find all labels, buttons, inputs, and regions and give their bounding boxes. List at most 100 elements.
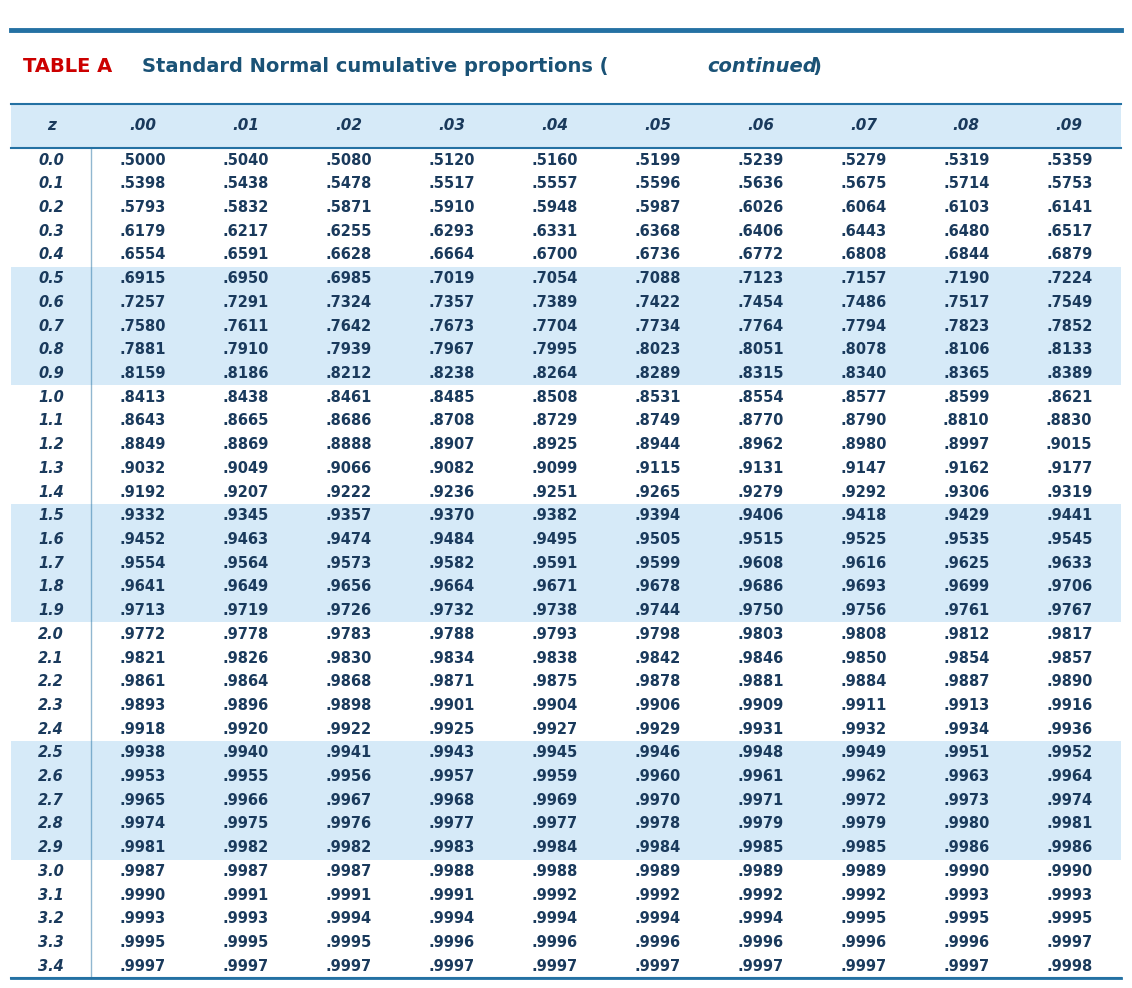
Text: .9962: .9962 <box>840 769 886 784</box>
Text: .9996: .9996 <box>840 935 886 950</box>
Text: .7123: .7123 <box>737 271 783 287</box>
Text: 2.6: 2.6 <box>38 769 65 784</box>
Text: .9987: .9987 <box>325 864 371 879</box>
Text: .9994: .9994 <box>428 911 474 927</box>
Bar <box>11 883 1121 907</box>
Text: .9965: .9965 <box>120 792 165 808</box>
Text: .5714: .5714 <box>943 176 989 192</box>
Text: .9981: .9981 <box>120 840 166 856</box>
Bar <box>11 409 1121 433</box>
Text: .9984: .9984 <box>634 840 680 856</box>
Text: .9952: .9952 <box>1046 745 1092 761</box>
Text: .5040: .5040 <box>222 152 269 168</box>
Bar <box>11 836 1121 860</box>
Text: 0.0: 0.0 <box>38 152 65 168</box>
Text: .9987: .9987 <box>120 864 165 879</box>
Text: .6179: .6179 <box>120 223 165 239</box>
Text: .5319: .5319 <box>943 152 989 168</box>
Text: .9699: .9699 <box>943 579 989 595</box>
Text: .9633: .9633 <box>1046 555 1092 571</box>
Text: .9976: .9976 <box>326 816 371 832</box>
Text: .9678: .9678 <box>634 579 680 595</box>
Text: .8340: .8340 <box>840 366 886 381</box>
Text: 0.5: 0.5 <box>38 271 65 287</box>
Text: .9207: .9207 <box>223 484 268 500</box>
Text: .9948: .9948 <box>737 745 783 761</box>
Text: .6064: .6064 <box>840 200 886 215</box>
Text: .9881: .9881 <box>737 674 783 690</box>
Text: .9744: .9744 <box>634 603 680 618</box>
Bar <box>11 385 1121 409</box>
Text: .9812: .9812 <box>943 626 989 642</box>
Text: 2.7: 2.7 <box>38 792 65 808</box>
Text: .5987: .5987 <box>634 200 680 215</box>
Bar <box>11 30 1121 104</box>
Text: .8461: .8461 <box>325 389 371 405</box>
Text: .9441: .9441 <box>1046 508 1092 524</box>
Text: .9946: .9946 <box>634 745 680 761</box>
Text: .6554: .6554 <box>120 247 166 263</box>
Bar <box>11 670 1121 694</box>
Text: .8159: .8159 <box>119 366 166 381</box>
Text: 3.0: 3.0 <box>38 864 65 879</box>
Bar <box>11 599 1121 622</box>
Text: .8389: .8389 <box>1046 366 1092 381</box>
Text: .8686: .8686 <box>325 413 371 429</box>
Text: .9982: .9982 <box>223 840 268 856</box>
Text: .9177: .9177 <box>1046 460 1092 476</box>
Text: .7054: .7054 <box>531 271 577 287</box>
Bar <box>11 954 1121 978</box>
Text: .6664: .6664 <box>428 247 474 263</box>
Text: .8770: .8770 <box>737 413 783 429</box>
Text: .9941: .9941 <box>325 745 371 761</box>
Text: 2.3: 2.3 <box>38 698 65 713</box>
Text: .9015: .9015 <box>1046 437 1092 453</box>
Text: .7357: .7357 <box>428 294 474 310</box>
Text: .9995: .9995 <box>1046 911 1092 927</box>
Text: .9842: .9842 <box>634 650 680 666</box>
Text: .7291: .7291 <box>223 294 268 310</box>
Text: .5753: .5753 <box>1046 176 1092 192</box>
Text: .9332: .9332 <box>120 508 165 524</box>
Text: .9913: .9913 <box>943 698 989 713</box>
Text: .9147: .9147 <box>840 460 886 476</box>
Text: .02: .02 <box>335 119 362 133</box>
Bar <box>11 480 1121 504</box>
Text: .9992: .9992 <box>531 887 577 903</box>
Text: .7995: .7995 <box>531 342 577 358</box>
Text: .9967: .9967 <box>326 792 371 808</box>
Text: .9992: .9992 <box>840 887 886 903</box>
Text: .8554: .8554 <box>737 389 783 405</box>
Text: .5793: .5793 <box>120 200 165 215</box>
Text: .8289: .8289 <box>634 366 680 381</box>
Text: .9992: .9992 <box>737 887 783 903</box>
Text: .8621: .8621 <box>1046 389 1092 405</box>
Text: .8106: .8106 <box>943 342 989 358</box>
Text: .5239: .5239 <box>737 152 783 168</box>
Bar <box>11 741 1121 765</box>
Text: 0.8: 0.8 <box>38 342 65 358</box>
Text: .9664: .9664 <box>428 579 474 595</box>
Text: .9625: .9625 <box>943 555 989 571</box>
Text: .9406: .9406 <box>737 508 783 524</box>
Text: .9706: .9706 <box>1046 579 1092 595</box>
Text: .9222: .9222 <box>326 484 371 500</box>
Bar <box>11 528 1121 551</box>
Text: .9945: .9945 <box>531 745 577 761</box>
Text: .6255: .6255 <box>325 223 371 239</box>
Text: .9525: .9525 <box>840 532 886 547</box>
Text: Standard Normal cumulative proportions (: Standard Normal cumulative proportions ( <box>142 57 608 76</box>
Text: .9931: .9931 <box>737 721 783 737</box>
Text: .8133: .8133 <box>1046 342 1092 358</box>
Text: .9591: .9591 <box>531 555 577 571</box>
Text: .9996: .9996 <box>428 935 474 950</box>
Text: ): ) <box>813 57 822 76</box>
Text: .8599: .8599 <box>943 389 989 405</box>
Text: .9463: .9463 <box>223 532 268 547</box>
Text: .8186: .8186 <box>222 366 269 381</box>
Text: .6950: .6950 <box>222 271 268 287</box>
Text: .9761: .9761 <box>943 603 989 618</box>
Text: .9890: .9890 <box>1046 674 1092 690</box>
Text: .9345: .9345 <box>223 508 268 524</box>
Text: .9981: .9981 <box>1046 816 1092 832</box>
